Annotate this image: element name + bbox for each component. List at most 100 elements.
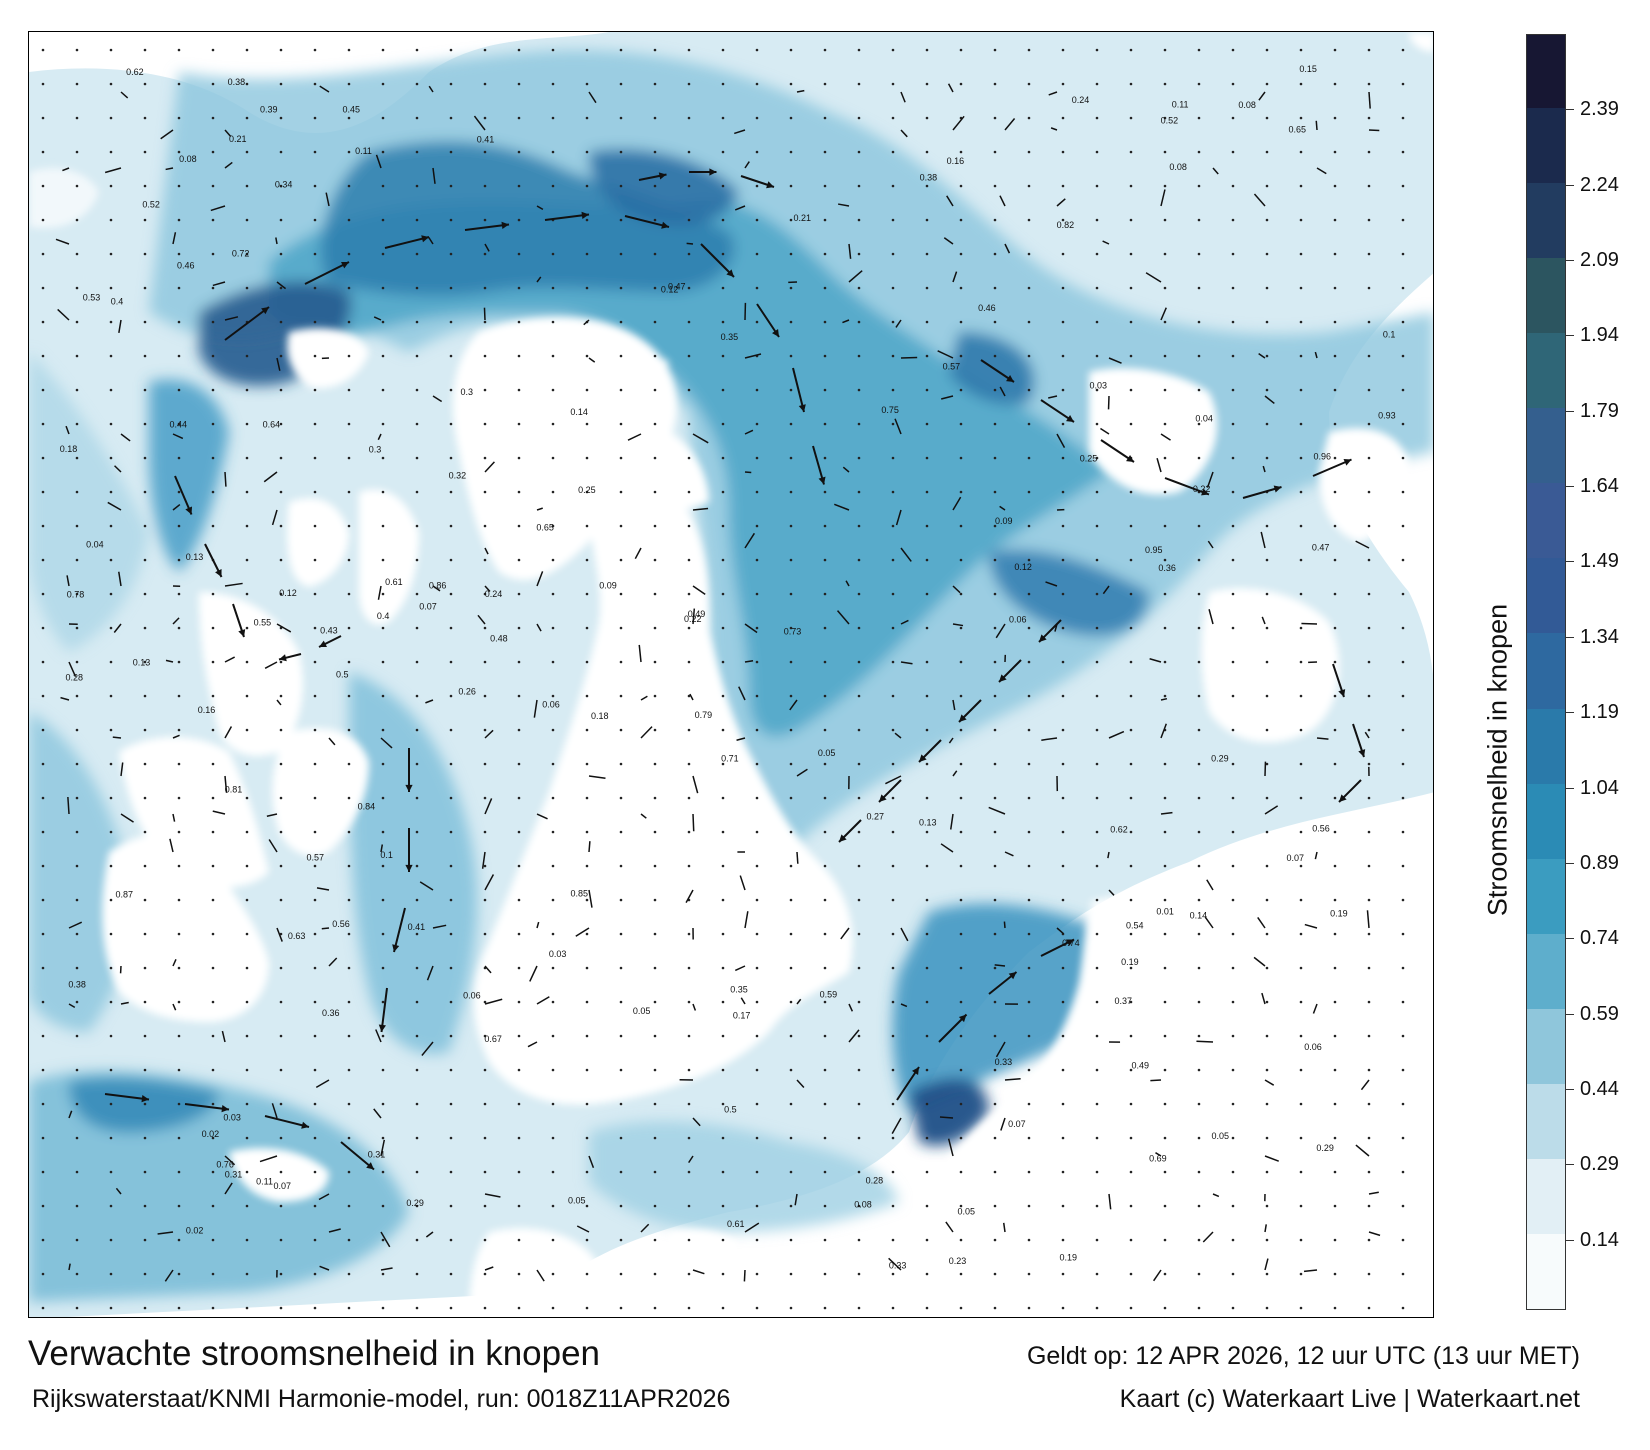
grid-dot [41, 592, 45, 596]
grid-dot [517, 184, 521, 188]
grid-dot [1163, 354, 1167, 358]
grid-dot [1129, 1034, 1133, 1038]
speed-label: 0.36 [322, 1008, 340, 1018]
grid-dot [109, 252, 113, 256]
grid-dot [891, 1238, 895, 1242]
grid-dot [1129, 388, 1133, 392]
grid-dot [1299, 762, 1303, 766]
grid-dot [1197, 694, 1201, 698]
speed-label: 0.08 [1238, 100, 1256, 110]
colorbar-tick [1566, 712, 1574, 714]
grid-dot [585, 1204, 589, 1208]
speed-label: 0.11 [256, 1177, 273, 1187]
grid-dot [1367, 728, 1371, 732]
grid-dot [1265, 830, 1269, 834]
current-arrow-small [428, 236, 434, 245]
grid-dot [1197, 864, 1201, 868]
grid-dot [381, 286, 385, 290]
current-arrow-small [1160, 811, 1173, 815]
grid-dot [687, 694, 691, 698]
grid-dot [653, 1034, 657, 1038]
grid-dot [245, 1068, 249, 1072]
grid-dot [551, 830, 555, 834]
grid-dot [177, 1272, 181, 1276]
current-arrow-small [224, 775, 228, 793]
grid-dot [1129, 252, 1133, 256]
grid-dot [891, 830, 895, 834]
grid-dot [1163, 218, 1167, 222]
current-arrow-small [1004, 118, 1016, 131]
grid-dot [1027, 932, 1031, 936]
speed-label: 0.07 [1008, 1119, 1026, 1129]
current-arrow-head [279, 654, 287, 662]
grid-dot [245, 1102, 249, 1106]
grid-dot [1333, 490, 1337, 494]
grid-dot [1401, 932, 1405, 936]
grid-dot [143, 1068, 147, 1072]
grid-dot [211, 592, 215, 596]
grid-dot [823, 388, 827, 392]
grid-dot [245, 898, 249, 902]
speed-label: 0.06 [542, 699, 560, 709]
current-arrow-shaft [104, 1093, 150, 1101]
grid-dot [41, 252, 45, 256]
grid-dot [1027, 422, 1031, 426]
speed-label: 0.05 [1211, 1131, 1229, 1141]
grid-dot [1333, 218, 1337, 222]
grid-dot [211, 150, 215, 154]
grid-dot [687, 1136, 691, 1140]
grid-dot [279, 218, 283, 222]
current-arrow-small [638, 644, 642, 663]
speed-label: 0.29 [406, 1198, 424, 1208]
grid-dot [619, 320, 623, 324]
grid-dot [75, 1000, 79, 1004]
grid-dot [585, 150, 589, 154]
grid-dot [1095, 660, 1099, 664]
grid-dot [381, 252, 385, 256]
grid-dot [75, 932, 79, 936]
grid-dot [891, 1136, 895, 1140]
speed-labels: 0.080.110.060.070.050.040.10.090.080.070… [60, 64, 1396, 1270]
grid-dot [75, 354, 79, 358]
speed-label: 0.46 [177, 261, 195, 271]
grid-dot [993, 150, 997, 154]
grid-dot [109, 422, 113, 426]
current-arrow-small [1368, 91, 1371, 109]
grid-dot [449, 626, 453, 630]
grid-dot [347, 218, 351, 222]
grid-dot [857, 830, 861, 834]
grid-dot [721, 116, 725, 120]
grid-dot [1333, 1238, 1337, 1242]
grid-dot [143, 1272, 147, 1276]
grid-dot [381, 354, 385, 358]
grid-dot [109, 694, 113, 698]
current-arrow-shaft [792, 367, 805, 413]
grid-dot [1265, 150, 1269, 154]
grid-dot [755, 626, 759, 630]
grid-dot [279, 830, 283, 834]
current-arrow-small [224, 471, 227, 487]
grid-dot [483, 864, 487, 868]
grid-dot [381, 1034, 385, 1038]
grid-dot [1333, 48, 1337, 52]
grid-dot [1333, 524, 1337, 528]
grid-dot [687, 728, 691, 732]
grid-dot [177, 490, 181, 494]
grid-dot [1197, 82, 1201, 86]
grid-dot [721, 1068, 725, 1072]
grid-dot [891, 524, 895, 528]
current-arrow-small [221, 1030, 226, 1043]
grid-dot [75, 388, 79, 392]
grid-dot [823, 1034, 827, 1038]
current-arrow-small [1102, 240, 1110, 245]
grid-dot [1163, 966, 1167, 970]
grid-dot [1027, 592, 1031, 596]
grid-dot [1401, 388, 1405, 392]
grid-dot [313, 1136, 317, 1140]
grid-dot [585, 898, 589, 902]
grid-dot [143, 864, 147, 868]
current-arrow-small [692, 1117, 701, 1127]
grid-dot [347, 82, 351, 86]
grid-dot [109, 1068, 113, 1072]
grid-dot [75, 490, 79, 494]
